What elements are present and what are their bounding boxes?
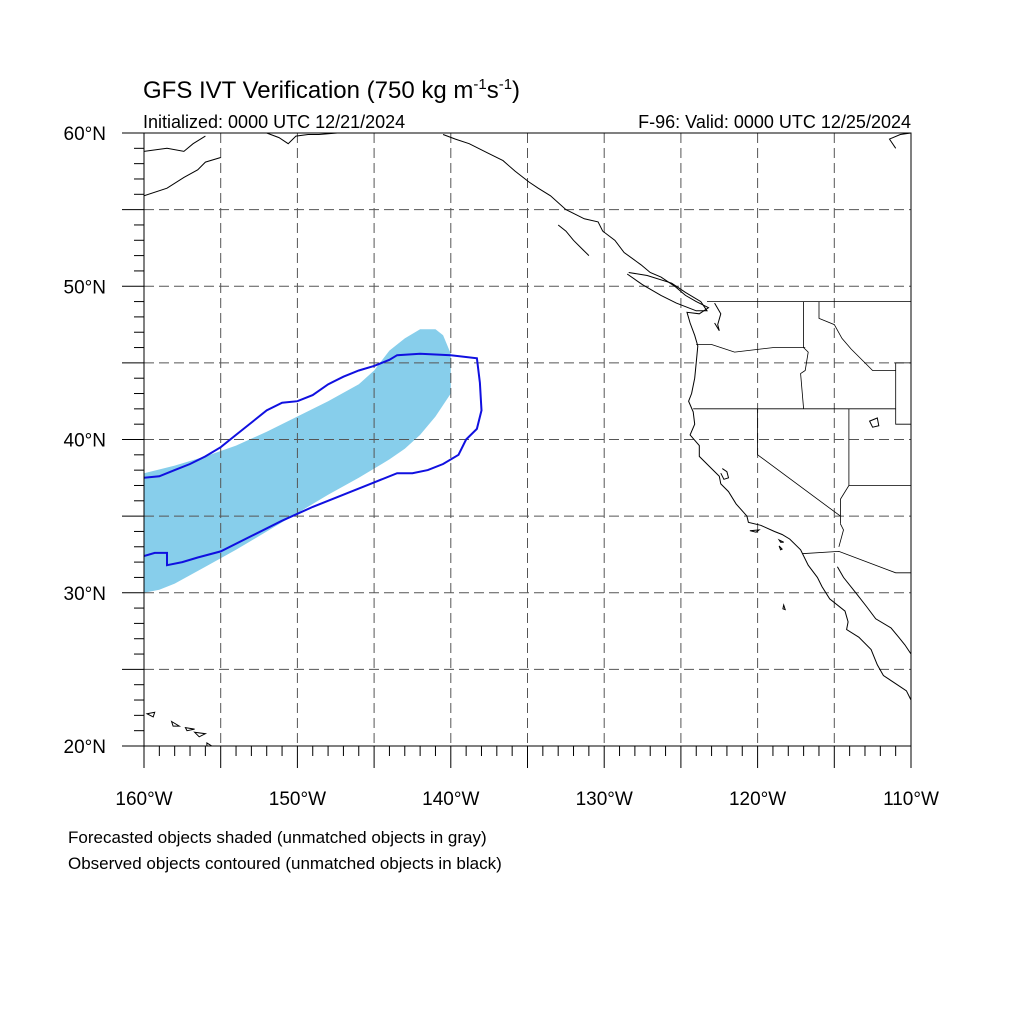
lat-label: 50°N [64, 277, 106, 298]
island-outline [778, 545, 783, 551]
latitude-labels: 20°N 30°N 40°N 50°N 60°N [64, 124, 106, 758]
footnote-forecast: Forecasted objects shaded (unmatched obj… [68, 828, 487, 847]
graticule [144, 133, 911, 746]
border-line [802, 550, 911, 574]
lon-label: 130°W [576, 789, 633, 810]
coastline [442, 134, 911, 701]
island-outline [777, 538, 784, 543]
border-line [838, 523, 844, 547]
island-outline [145, 711, 156, 718]
coastline [836, 566, 911, 655]
coastline [266, 133, 338, 145]
island-outline [170, 720, 182, 727]
island-outline [184, 726, 195, 732]
init-time-label: Initialized: 0000 UTC 12/21/2024 [143, 112, 405, 132]
border-line [818, 301, 896, 371]
border-line [757, 408, 841, 524]
coastline [720, 468, 730, 480]
lon-label: 120°W [729, 789, 786, 810]
axis-ticks [122, 132, 912, 768]
island-outline [749, 529, 761, 533]
valid-time-label: F-96: Valid: 0000 UTC 12/25/2024 [638, 112, 911, 132]
border-line [696, 344, 806, 353]
island-outline [193, 731, 208, 738]
coastline [144, 135, 206, 152]
lon-label: 150°W [269, 789, 326, 810]
coastline [557, 224, 590, 256]
lat-label: 40°N [64, 431, 106, 452]
lon-label: 110°W [883, 789, 939, 810]
lon-label: 160°W [115, 789, 172, 810]
observed-objects [144, 352, 483, 567]
coastline [144, 157, 221, 197]
coastlines [144, 133, 911, 746]
map-area [144, 133, 911, 746]
footnote-observed: Observed objects contoured (unmatched ob… [68, 854, 502, 873]
border-line [895, 408, 911, 425]
island-outline [782, 603, 786, 611]
coastline [714, 302, 722, 331]
border-line [800, 301, 809, 409]
lat-label: 60°N [64, 124, 106, 145]
coastline [626, 272, 708, 312]
lon-label: 140°W [422, 789, 479, 810]
island-outline [868, 417, 880, 428]
observed-object-contour [144, 352, 483, 567]
longitude-labels: 160°W 150°W 140°W 130°W 120°W 110°W [115, 789, 939, 810]
lat-label: 20°N [64, 737, 106, 758]
lat-label: 30°N [64, 584, 106, 605]
coastline [888, 133, 911, 149]
border-line [895, 362, 911, 409]
border-line [840, 408, 850, 517]
political-borders [693, 301, 911, 574]
figure-title: GFS IVT Verification (750 kg m-1s-1) [143, 76, 520, 104]
